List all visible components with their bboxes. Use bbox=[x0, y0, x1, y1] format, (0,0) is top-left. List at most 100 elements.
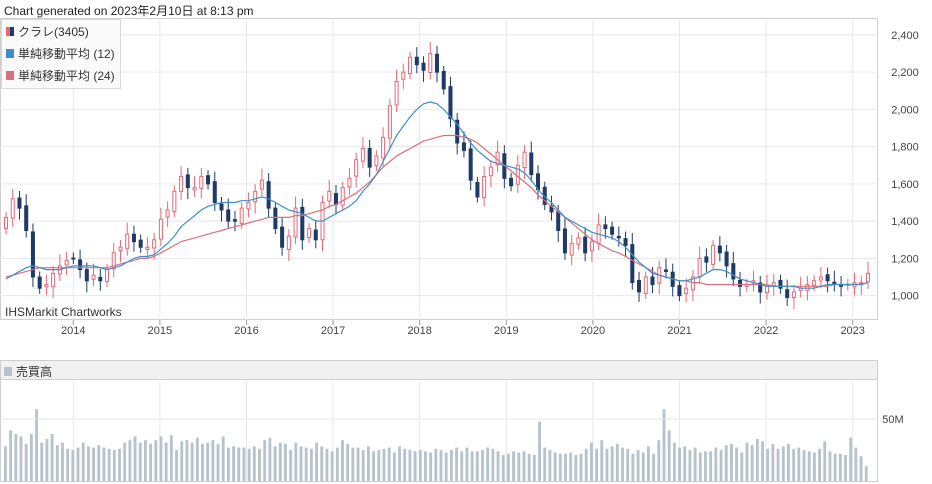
volume-bar bbox=[159, 436, 163, 481]
candle-body bbox=[724, 251, 729, 267]
candle-body bbox=[199, 175, 204, 189]
volume-bar bbox=[501, 455, 505, 481]
volume-bar bbox=[740, 452, 744, 481]
volume-bar bbox=[164, 442, 168, 481]
candle-body bbox=[64, 259, 69, 266]
volume-bar bbox=[543, 447, 547, 481]
x-tick-label: 2023 bbox=[840, 325, 864, 337]
candle-body bbox=[300, 206, 305, 241]
y-tick-label: 1,400 bbox=[891, 216, 919, 228]
volume-bar bbox=[107, 448, 111, 481]
x-tick-label: 2018 bbox=[407, 325, 431, 337]
volume-bar bbox=[289, 450, 293, 481]
candle-body bbox=[84, 269, 89, 282]
volume-bar bbox=[662, 409, 666, 481]
volume-bar bbox=[859, 456, 863, 481]
volume-bar bbox=[729, 443, 733, 481]
volume-bar bbox=[615, 443, 619, 481]
volume-bar bbox=[335, 447, 339, 481]
candle-body bbox=[111, 252, 116, 270]
volume-bar bbox=[221, 436, 225, 481]
volume-bar bbox=[19, 436, 23, 481]
volume-bar bbox=[201, 443, 204, 481]
volume-bar bbox=[429, 452, 433, 481]
candle-body bbox=[394, 80, 399, 106]
volume-bar bbox=[698, 452, 702, 481]
candle-body bbox=[381, 136, 386, 159]
volume-bar bbox=[273, 446, 277, 481]
volume-bar bbox=[387, 447, 391, 481]
candle-body bbox=[354, 159, 359, 177]
volume-bar bbox=[35, 409, 38, 481]
candle-body bbox=[333, 193, 338, 205]
candle-body bbox=[441, 70, 446, 90]
candle-body bbox=[226, 209, 231, 222]
volume-bar bbox=[97, 445, 101, 481]
volume-bar bbox=[621, 447, 624, 481]
volume-bar bbox=[128, 440, 132, 481]
volume-bar bbox=[636, 450, 640, 481]
volume-bar bbox=[86, 446, 90, 481]
volume-bar bbox=[569, 452, 573, 481]
volume-bar bbox=[465, 447, 469, 481]
volume-bar bbox=[138, 442, 142, 481]
candle-body bbox=[677, 285, 682, 297]
volume-bar bbox=[688, 450, 692, 481]
candle-body bbox=[24, 205, 29, 231]
y-tick-label: 2,200 bbox=[891, 67, 919, 79]
volume-bar bbox=[538, 421, 541, 481]
volume-bar bbox=[351, 447, 355, 481]
volume-bar bbox=[512, 451, 516, 481]
volume-bar bbox=[641, 452, 645, 481]
candle-body bbox=[434, 53, 440, 73]
candle-body bbox=[448, 86, 453, 120]
volume-bar bbox=[755, 438, 759, 481]
x-tick-label: 2015 bbox=[148, 325, 172, 337]
volume-bar bbox=[29, 433, 33, 481]
volume-bar bbox=[242, 447, 246, 481]
volume-bar bbox=[787, 443, 790, 481]
volume-bar bbox=[320, 446, 324, 481]
volume-bar bbox=[600, 440, 604, 481]
legend-item-ma12[interactable]: 単純移動平均 (12) bbox=[2, 42, 120, 64]
legend-label: 単純移動平均 (12) bbox=[18, 46, 115, 61]
volume-bar bbox=[398, 446, 401, 481]
legend-item-ma24[interactable]: 単純移動平均 (24) bbox=[2, 64, 120, 86]
legend-label: クラレ(3405) bbox=[18, 24, 89, 39]
volume-bar bbox=[828, 451, 832, 481]
volume-bar bbox=[750, 445, 754, 481]
volume-bar bbox=[652, 453, 656, 481]
candle-body bbox=[421, 62, 426, 71]
candle-body bbox=[17, 197, 22, 209]
ma24-line bbox=[5, 134, 869, 287]
volume-bar bbox=[672, 442, 676, 481]
candle-body bbox=[603, 224, 608, 230]
volume-bar bbox=[771, 443, 775, 481]
candle-body bbox=[37, 276, 42, 289]
volume-bar bbox=[330, 451, 334, 481]
volume-bar bbox=[657, 440, 661, 481]
candle-body bbox=[3, 216, 9, 230]
candle-body bbox=[461, 142, 466, 151]
volume-bar bbox=[226, 447, 230, 481]
candle-body bbox=[818, 276, 823, 281]
volume-bar bbox=[486, 447, 490, 481]
volume-bar bbox=[252, 446, 256, 481]
candle-body bbox=[509, 177, 514, 187]
volume-bar bbox=[812, 452, 816, 481]
volume-bar bbox=[496, 451, 500, 481]
candle-body bbox=[482, 175, 487, 199]
legend-item-stock[interactable]: クラレ(3405) bbox=[2, 20, 120, 42]
volume-bar bbox=[263, 440, 267, 481]
candle-body bbox=[758, 282, 763, 293]
volume-bar bbox=[797, 447, 801, 481]
candle-body bbox=[630, 244, 635, 284]
volume-bar bbox=[377, 450, 381, 481]
candle-body bbox=[125, 233, 130, 250]
volume-bar bbox=[564, 453, 567, 481]
volume-bar bbox=[838, 453, 842, 481]
candle-body bbox=[253, 190, 258, 203]
volume-bar bbox=[481, 450, 484, 481]
candle-body bbox=[192, 187, 197, 191]
volume-legend[interactable]: 売買高 bbox=[4, 363, 52, 380]
